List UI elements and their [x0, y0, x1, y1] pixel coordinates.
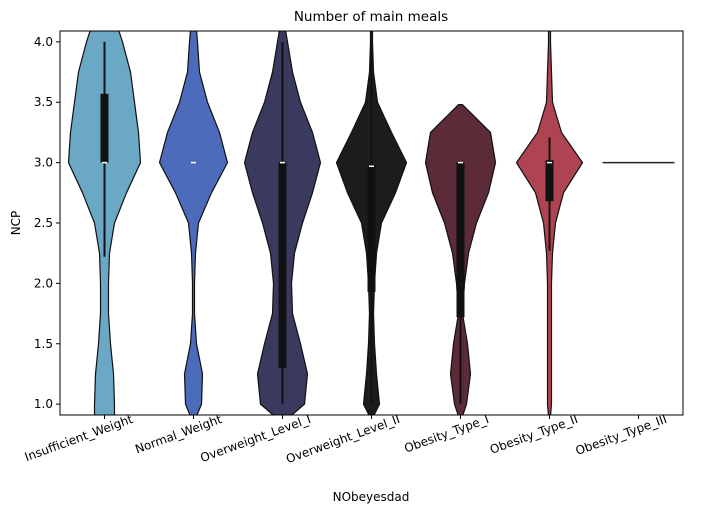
box: [367, 165, 376, 292]
y-tick-label: 1.5: [34, 337, 53, 351]
y-tick-label: 2.5: [34, 216, 53, 230]
y-tick-label: 4.0: [34, 35, 53, 49]
x-tick-label: Obesity_Type_III: [574, 412, 669, 458]
y-tick-label: 3.5: [34, 95, 53, 109]
x-tick-label: Obesity_Type_II: [488, 412, 580, 457]
box: [545, 160, 554, 202]
box: [456, 162, 465, 318]
x-tick-label: Obesity_Type_I: [402, 412, 490, 456]
y-tick-label: 3.0: [34, 156, 53, 170]
y-tick-label: 1.0: [34, 397, 53, 411]
box: [100, 93, 109, 163]
x-axis-label: NObeyesdad: [333, 490, 410, 504]
x-tick-label: Insufficient_Weight: [23, 412, 135, 464]
violin: [158, 31, 229, 415]
y-tick-label: 2.0: [34, 276, 53, 290]
y-axis-label: NCP: [9, 211, 23, 236]
chart-title: Number of main meals: [294, 9, 448, 25]
box: [278, 162, 287, 368]
plot-area: [67, 31, 675, 415]
